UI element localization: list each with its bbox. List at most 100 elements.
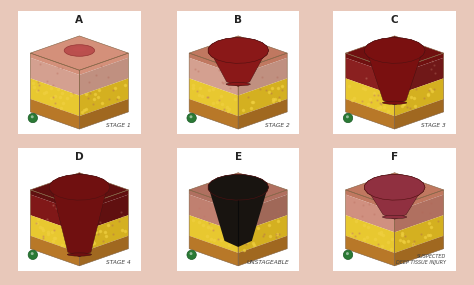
Polygon shape: [80, 236, 128, 266]
Polygon shape: [80, 190, 128, 212]
Polygon shape: [80, 78, 128, 116]
Polygon shape: [49, 174, 110, 200]
Polygon shape: [30, 173, 128, 207]
FancyBboxPatch shape: [329, 144, 460, 274]
Polygon shape: [189, 53, 238, 75]
Polygon shape: [346, 236, 394, 266]
Polygon shape: [346, 58, 394, 95]
Text: STAGE 4: STAGE 4: [106, 260, 131, 264]
Polygon shape: [238, 58, 287, 95]
Polygon shape: [365, 38, 425, 63]
Polygon shape: [238, 215, 287, 253]
Polygon shape: [189, 236, 238, 266]
Circle shape: [187, 113, 196, 123]
Polygon shape: [30, 195, 80, 232]
Ellipse shape: [67, 253, 91, 256]
Polygon shape: [208, 38, 269, 63]
Circle shape: [31, 252, 34, 255]
Polygon shape: [189, 195, 238, 232]
FancyBboxPatch shape: [14, 8, 145, 138]
Polygon shape: [30, 58, 80, 95]
Polygon shape: [346, 53, 394, 75]
FancyBboxPatch shape: [329, 8, 460, 138]
Text: E: E: [235, 152, 242, 162]
Circle shape: [346, 115, 349, 118]
Circle shape: [343, 250, 353, 259]
Polygon shape: [80, 53, 128, 75]
Polygon shape: [346, 173, 444, 207]
Circle shape: [28, 250, 37, 259]
Ellipse shape: [73, 47, 86, 52]
Text: C: C: [391, 15, 399, 25]
Polygon shape: [30, 215, 80, 253]
Polygon shape: [189, 78, 238, 116]
Text: UNSTAGEABLE: UNSTAGEABLE: [247, 260, 290, 264]
Circle shape: [343, 113, 353, 123]
FancyBboxPatch shape: [173, 8, 303, 138]
Text: SUSPECTED
DEEP TISSUE INJURY: SUSPECTED DEEP TISSUE INJURY: [396, 254, 446, 264]
Text: STAGE 2: STAGE 2: [265, 123, 290, 128]
Polygon shape: [238, 78, 287, 116]
Circle shape: [187, 250, 196, 259]
Polygon shape: [346, 195, 394, 232]
Polygon shape: [394, 58, 444, 95]
Polygon shape: [394, 215, 444, 253]
Circle shape: [346, 252, 349, 255]
Polygon shape: [346, 215, 394, 253]
Polygon shape: [238, 190, 287, 212]
Polygon shape: [238, 236, 287, 266]
Polygon shape: [208, 174, 269, 200]
FancyBboxPatch shape: [14, 144, 145, 274]
Polygon shape: [365, 174, 425, 200]
Ellipse shape: [226, 83, 250, 86]
Polygon shape: [238, 99, 287, 129]
Text: F: F: [391, 152, 398, 162]
Polygon shape: [49, 174, 110, 200]
Polygon shape: [30, 53, 80, 75]
Polygon shape: [394, 78, 444, 116]
Polygon shape: [365, 174, 425, 200]
Polygon shape: [52, 189, 107, 257]
Polygon shape: [208, 38, 269, 63]
Polygon shape: [189, 36, 287, 70]
Text: A: A: [75, 15, 83, 25]
Polygon shape: [30, 36, 128, 70]
Polygon shape: [394, 236, 444, 266]
Polygon shape: [394, 190, 444, 212]
Polygon shape: [80, 195, 128, 232]
Polygon shape: [394, 53, 444, 75]
Ellipse shape: [64, 45, 95, 56]
Polygon shape: [365, 38, 425, 63]
Text: B: B: [234, 15, 242, 25]
Polygon shape: [346, 99, 394, 129]
FancyBboxPatch shape: [173, 144, 303, 274]
Ellipse shape: [383, 101, 407, 104]
Polygon shape: [30, 190, 80, 212]
Polygon shape: [189, 99, 238, 129]
Polygon shape: [394, 195, 444, 232]
Text: STAGE 3: STAGE 3: [421, 123, 446, 128]
Polygon shape: [367, 52, 422, 105]
Ellipse shape: [383, 215, 407, 219]
Polygon shape: [189, 190, 238, 212]
Polygon shape: [367, 189, 422, 219]
Polygon shape: [346, 36, 444, 70]
Polygon shape: [346, 190, 394, 212]
Polygon shape: [80, 99, 128, 129]
Circle shape: [28, 113, 37, 123]
Polygon shape: [189, 215, 238, 253]
Polygon shape: [80, 215, 128, 253]
Polygon shape: [189, 173, 287, 207]
Polygon shape: [80, 58, 128, 95]
Text: D: D: [75, 152, 84, 162]
Polygon shape: [208, 174, 269, 200]
Polygon shape: [238, 53, 287, 75]
Circle shape: [190, 252, 192, 255]
Polygon shape: [346, 78, 394, 116]
Circle shape: [31, 115, 34, 118]
Circle shape: [190, 115, 192, 118]
Polygon shape: [30, 99, 80, 129]
Polygon shape: [394, 99, 444, 129]
Polygon shape: [211, 52, 265, 86]
Text: STAGE 1: STAGE 1: [106, 123, 131, 128]
